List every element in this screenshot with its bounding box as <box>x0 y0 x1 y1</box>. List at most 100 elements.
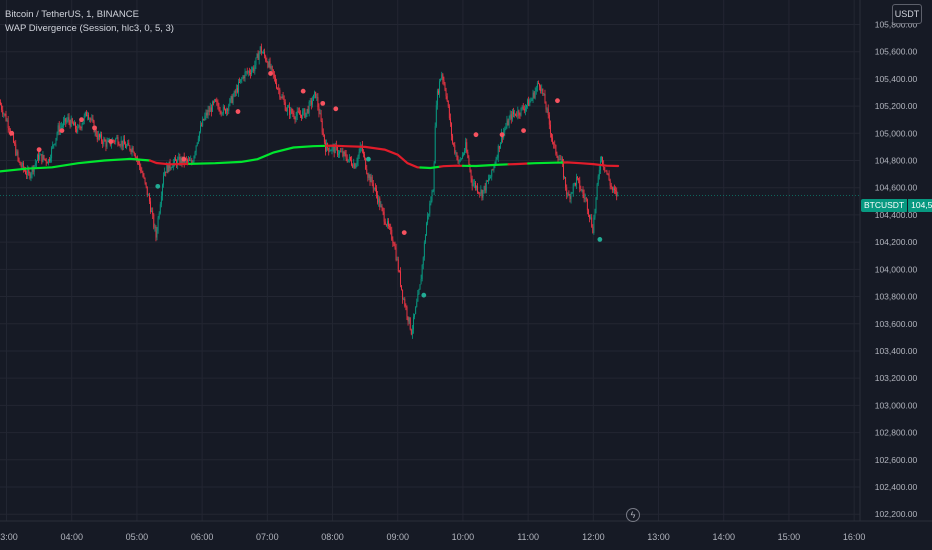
candle-body <box>419 284 421 290</box>
candle-body <box>341 151 343 153</box>
candle-body <box>499 142 501 149</box>
candle-body <box>504 129 506 132</box>
candle-body <box>273 74 275 78</box>
candle-body <box>383 211 385 222</box>
candle-body <box>532 92 534 99</box>
candle-body <box>254 65 256 72</box>
candle-body <box>330 150 332 152</box>
candle-body <box>417 294 419 302</box>
candle-body <box>266 60 268 63</box>
candle-body <box>567 194 569 196</box>
marker-bearish <box>401 230 407 236</box>
candle-body <box>164 171 166 176</box>
candle-body <box>197 138 199 143</box>
candle-body <box>506 120 508 127</box>
candle-body <box>508 118 510 126</box>
candle-body <box>230 96 232 99</box>
x-tick-label: 15:00 <box>778 532 801 542</box>
lightning-icon[interactable]: ϟ <box>626 508 640 522</box>
candle-body <box>233 91 235 97</box>
candle-body <box>511 111 513 120</box>
candle-body <box>370 176 372 183</box>
candle-body <box>604 166 606 171</box>
candle-body <box>208 110 210 112</box>
candle-body <box>3 113 5 115</box>
candle-body <box>85 111 87 117</box>
candle-body <box>247 71 249 73</box>
candle-body <box>469 165 471 171</box>
candle-body <box>496 157 498 160</box>
candle-body <box>238 82 239 93</box>
currency-button[interactable]: USDT <box>892 4 922 24</box>
candle-body <box>406 307 408 317</box>
candle-body <box>497 146 499 158</box>
candle-body <box>303 109 305 112</box>
candle-body <box>147 195 149 196</box>
candle-body <box>242 76 244 79</box>
candle-body <box>290 108 292 115</box>
candle-body <box>40 154 42 156</box>
candle-body <box>265 55 267 61</box>
candle-body <box>515 113 517 116</box>
candle-body <box>456 152 458 160</box>
candle-body <box>115 138 117 142</box>
time-axis[interactable]: 03:00 04:00 05:00 06:00 07:00 08:00 09:00 10:00… <box>0 532 865 542</box>
candle-body <box>145 182 147 187</box>
candle-body <box>72 122 74 126</box>
y-tick-label: 103,200.00 <box>875 373 918 383</box>
candle-body <box>114 140 116 142</box>
candle-body <box>286 107 288 112</box>
candle-body <box>576 176 577 186</box>
candle-body <box>540 86 542 91</box>
y-tick-label: 102,200.00 <box>875 509 918 519</box>
candle-body <box>585 197 587 200</box>
candle-body <box>513 111 514 115</box>
candle-body <box>35 160 37 164</box>
candle-body <box>514 113 515 115</box>
symbol-title[interactable]: Bitcoin / TetherUS, 1, BINANCE <box>5 9 139 20</box>
marker-bearish <box>300 88 306 94</box>
candle-body <box>582 190 584 195</box>
candle-body <box>533 92 535 98</box>
candle-body <box>307 108 309 113</box>
candle-body <box>345 153 347 159</box>
candle-body <box>409 317 411 330</box>
candle-body <box>65 118 67 123</box>
candle-body <box>545 103 547 110</box>
candle-body <box>328 147 330 152</box>
candle-body <box>386 221 388 226</box>
marker-bearish <box>320 100 326 106</box>
y-tick-label: 105,600.00 <box>875 47 918 57</box>
candle-body <box>5 114 7 121</box>
candle-body <box>379 198 381 208</box>
candle-body <box>488 178 489 182</box>
candle-body <box>293 114 295 118</box>
candle-body <box>129 145 131 151</box>
candle-body <box>306 108 308 113</box>
candle-body <box>577 176 579 179</box>
y-tick-label: 105,400.00 <box>875 74 918 84</box>
candle-body <box>289 106 291 115</box>
candle-body <box>133 152 135 155</box>
candle-body <box>399 271 401 286</box>
candle-body <box>18 158 20 162</box>
indicator-title[interactable]: WAP Divergence (Session, hlc3, 0, 5, 3) <box>5 23 174 34</box>
candle-body <box>165 171 167 174</box>
marker-bearish <box>59 128 65 133</box>
candle-body <box>246 71 248 73</box>
candle-body <box>451 123 452 136</box>
candle-body <box>294 117 296 120</box>
candle-body <box>260 46 262 53</box>
candle-body <box>272 69 274 75</box>
candle-body <box>444 83 446 91</box>
candle-body <box>234 91 236 93</box>
price-axis[interactable]: 105,800.00 105,600.00 105,400.00 105,200.00… <box>875 19 918 519</box>
candle-body <box>602 156 604 165</box>
candle-body <box>610 185 612 188</box>
marker-bearish <box>79 117 84 123</box>
candle-body <box>418 289 420 295</box>
candle-body <box>544 94 546 104</box>
candle-body <box>371 176 373 184</box>
candle-body <box>410 329 412 335</box>
